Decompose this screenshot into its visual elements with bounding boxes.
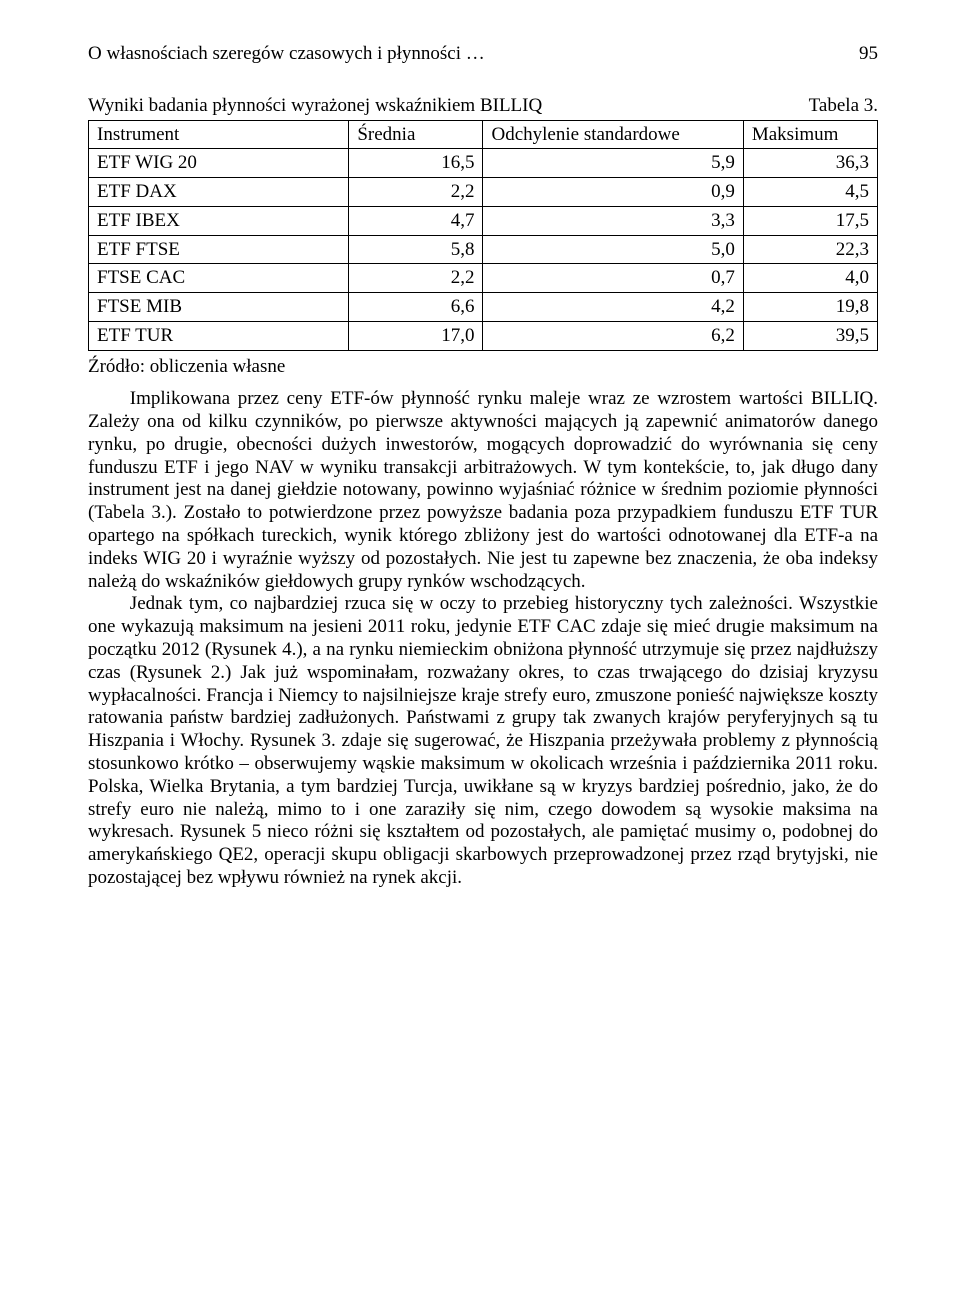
table-caption-text: Wyniki badania płynności wyrażonej wskaź… <box>88 94 542 118</box>
cell-sd: 5,9 <box>483 149 743 178</box>
cell-instrument: ETF WIG 20 <box>89 149 349 178</box>
paragraph-1: Implikowana przez ceny ETF-ów płynność r… <box>88 388 878 593</box>
cell-max: 36,3 <box>743 149 877 178</box>
col-max: Maksimum <box>743 120 877 149</box>
cell-max: 17,5 <box>743 206 877 235</box>
cell-mean: 5,8 <box>349 235 483 264</box>
col-instrument: Instrument <box>89 120 349 149</box>
cell-sd: 4,2 <box>483 293 743 322</box>
table-row: ETF TUR 17,0 6,2 39,5 <box>89 321 878 350</box>
cell-sd: 3,3 <box>483 206 743 235</box>
running-header: O własnościach szeregów czasowych i płyn… <box>88 42 878 66</box>
table-header-row: Instrument Średnia Odchylenie standardow… <box>89 120 878 149</box>
table-row: ETF WIG 20 16,5 5,9 36,3 <box>89 149 878 178</box>
cell-max: 4,5 <box>743 178 877 207</box>
cell-mean: 2,2 <box>349 264 483 293</box>
paragraph-2: Jednak tym, co najbardziej rzuca się w o… <box>88 593 878 889</box>
table-caption-row: Wyniki badania płynności wyrażonej wskaź… <box>88 94 878 118</box>
cell-max: 4,0 <box>743 264 877 293</box>
cell-instrument: ETF TUR <box>89 321 349 350</box>
table-label: Tabela 3. <box>809 94 878 118</box>
cell-sd: 0,9 <box>483 178 743 207</box>
cell-mean: 2,2 <box>349 178 483 207</box>
table-row: FTSE CAC 2,2 0,7 4,0 <box>89 264 878 293</box>
cell-max: 39,5 <box>743 321 877 350</box>
cell-instrument: ETF FTSE <box>89 235 349 264</box>
cell-sd: 6,2 <box>483 321 743 350</box>
cell-sd: 5,0 <box>483 235 743 264</box>
cell-mean: 17,0 <box>349 321 483 350</box>
table-source: Źródło: obliczenia własne <box>88 355 878 379</box>
cell-sd: 0,7 <box>483 264 743 293</box>
cell-mean: 4,7 <box>349 206 483 235</box>
page-number: 95 <box>859 42 878 66</box>
table-row: ETF DAX 2,2 0,9 4,5 <box>89 178 878 207</box>
billiq-table: Instrument Średnia Odchylenie standardow… <box>88 120 878 351</box>
cell-instrument: FTSE MIB <box>89 293 349 322</box>
running-title: O własnościach szeregów czasowych i płyn… <box>88 42 485 66</box>
table-row: FTSE MIB 6,6 4,2 19,8 <box>89 293 878 322</box>
table-body: ETF WIG 20 16,5 5,9 36,3 ETF DAX 2,2 0,9… <box>89 149 878 350</box>
cell-mean: 16,5 <box>349 149 483 178</box>
table-row: ETF FTSE 5,8 5,0 22,3 <box>89 235 878 264</box>
cell-mean: 6,6 <box>349 293 483 322</box>
cell-instrument: ETF DAX <box>89 178 349 207</box>
cell-max: 19,8 <box>743 293 877 322</box>
body-text: Implikowana przez ceny ETF-ów płynność r… <box>88 388 878 890</box>
col-sd: Odchylenie standardowe <box>483 120 743 149</box>
col-mean: Średnia <box>349 120 483 149</box>
cell-instrument: ETF IBEX <box>89 206 349 235</box>
table-row: ETF IBEX 4,7 3,3 17,5 <box>89 206 878 235</box>
cell-max: 22,3 <box>743 235 877 264</box>
cell-instrument: FTSE CAC <box>89 264 349 293</box>
